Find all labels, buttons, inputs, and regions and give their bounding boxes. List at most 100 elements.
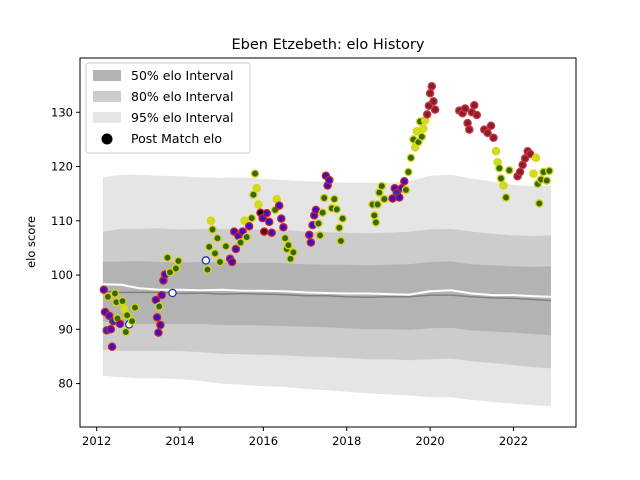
legend-label-95: 95% elo Interval — [131, 110, 233, 125]
data-point — [338, 214, 347, 223]
band-50-interval — [102, 261, 552, 336]
legend-label-post-match: Post Match elo — [131, 131, 222, 146]
data-point — [515, 167, 525, 177]
data-point — [204, 242, 214, 252]
data-point — [106, 325, 116, 334]
data-point — [208, 225, 217, 234]
legend-swatch-95 — [93, 112, 121, 123]
data-point — [429, 97, 438, 106]
data-point — [486, 121, 496, 131]
data-point — [336, 236, 346, 246]
data-point — [247, 213, 256, 223]
data-point — [284, 240, 293, 250]
data-point — [249, 190, 258, 199]
data-point — [264, 217, 274, 227]
data-point — [213, 233, 222, 243]
data-point — [154, 328, 163, 337]
data-point — [425, 89, 435, 98]
x-tick-label: 2012 — [82, 434, 111, 448]
data-point — [318, 208, 327, 217]
data-point — [274, 201, 284, 210]
x-tick-label: 2020 — [415, 434, 444, 448]
data-point — [242, 232, 251, 242]
data-point — [163, 253, 172, 262]
data-point — [319, 193, 329, 203]
y-tick-label: 120 — [51, 160, 73, 174]
data-point — [470, 100, 479, 110]
post-match-points — [99, 81, 554, 351]
data-point — [314, 219, 323, 228]
x-axis: 2012 2014 2016 2018 2020 2022 — [82, 427, 528, 448]
y-tick-label: 130 — [51, 105, 73, 119]
data-point — [419, 124, 428, 133]
data-point — [110, 289, 120, 298]
data-point — [151, 295, 161, 305]
data-point — [174, 256, 183, 266]
data-point — [171, 264, 181, 273]
data-point — [427, 81, 437, 91]
data-point — [531, 153, 541, 163]
data-point — [210, 249, 220, 258]
legend-swatch-50 — [93, 70, 121, 81]
data-point — [422, 110, 432, 119]
data-point — [221, 242, 231, 251]
data-point — [279, 223, 288, 232]
data-point — [206, 216, 216, 226]
data-point — [417, 132, 427, 141]
data-point — [250, 169, 260, 178]
data-point — [325, 175, 334, 185]
data-point — [121, 327, 131, 337]
data-point — [335, 223, 344, 233]
data-point — [401, 185, 411, 195]
data-point — [156, 320, 165, 330]
legend-label-50: 50% elo Interval — [131, 68, 233, 83]
data-point — [525, 149, 535, 159]
data-point — [203, 265, 212, 274]
data-point — [165, 268, 175, 277]
y-tick-label: 80 — [58, 377, 73, 391]
data-point — [103, 292, 113, 302]
data-point — [330, 194, 339, 204]
data-point — [215, 257, 225, 267]
data-point — [201, 256, 211, 265]
data-point — [306, 238, 316, 247]
chart-title: Eben Etzebeth: elo History — [232, 37, 425, 53]
data-point — [104, 311, 114, 321]
data-point — [227, 257, 237, 267]
legend-label-80: 80% elo Interval — [131, 89, 233, 104]
data-point — [371, 218, 381, 227]
data-point — [404, 167, 413, 177]
y-axis-label: elo score — [24, 216, 38, 268]
data-point — [491, 147, 501, 156]
data-point — [238, 227, 247, 236]
data-point — [315, 231, 325, 240]
y-tick-label: 100 — [51, 268, 73, 282]
data-point — [406, 153, 416, 163]
data-point — [236, 238, 245, 247]
x-tick-label: 2018 — [332, 434, 361, 448]
data-point — [373, 200, 382, 209]
y-axis: 80 90 100 110 120 130 — [51, 105, 80, 391]
data-point — [542, 176, 552, 185]
data-point — [400, 176, 409, 186]
data-point — [127, 316, 137, 326]
data-point — [130, 303, 140, 312]
data-point — [252, 183, 261, 193]
data-point — [154, 302, 164, 311]
plot-frame — [79, 57, 577, 428]
data-point — [152, 313, 162, 322]
data-point — [377, 181, 387, 191]
x-tick-label: 2022 — [499, 434, 528, 448]
data-point — [267, 228, 276, 237]
y-tick-label: 110 — [51, 214, 73, 228]
data-point — [240, 216, 249, 226]
data-point — [259, 227, 269, 236]
x-tick-label: 2016 — [249, 434, 278, 448]
data-point — [304, 230, 314, 240]
data-point — [107, 342, 117, 351]
data-point — [499, 181, 508, 190]
data-point — [99, 285, 109, 294]
data-point — [430, 105, 440, 114]
data-point — [505, 166, 514, 175]
data-point — [495, 163, 504, 173]
